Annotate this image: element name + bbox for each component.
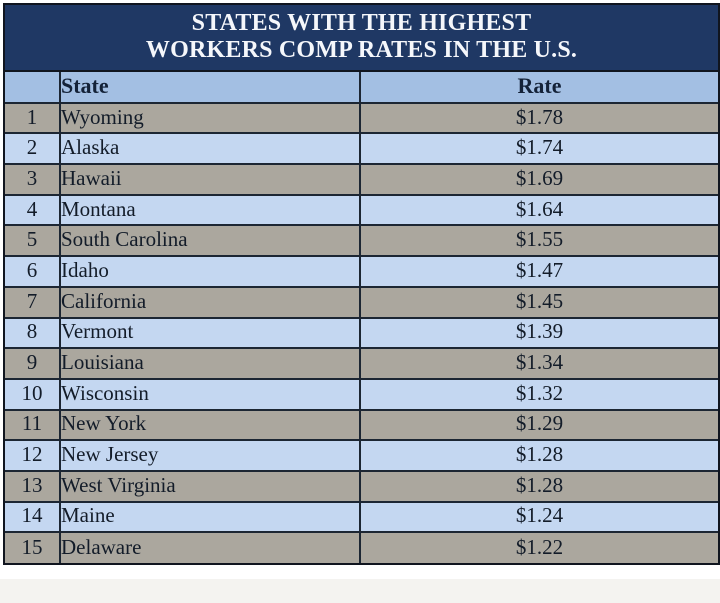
rank-cell: 11 xyxy=(5,408,61,442)
table-row: 12 New Jersey $1.28 xyxy=(5,439,718,472)
rank-cell: 7 xyxy=(5,285,61,319)
table-row: 10 Wisconsin $1.32 xyxy=(5,377,718,411)
rate-cell: $1.34 xyxy=(359,347,718,380)
table-title-line-2: WORKERS COMP RATES IN THE U.S. xyxy=(145,37,578,63)
table-row: 4 Montana $1.64 xyxy=(5,193,718,227)
state-cell: Wisconsin xyxy=(59,377,361,411)
state-column-header: State xyxy=(59,72,361,104)
state-cell: Alaska xyxy=(59,132,361,166)
rank-cell: 15 xyxy=(5,531,61,563)
table-row: 2 Alaska $1.74 xyxy=(5,132,718,166)
rate-cell: $1.69 xyxy=(359,163,718,196)
table-row: 1 Wyoming $1.78 xyxy=(5,101,718,135)
state-cell: Maine xyxy=(59,500,361,534)
state-cell: Louisiana xyxy=(59,347,361,380)
rank-cell: 5 xyxy=(5,224,61,258)
rate-cell: $1.47 xyxy=(359,255,718,288)
rate-cell: $1.32 xyxy=(359,377,718,411)
rate-cell: $1.78 xyxy=(359,101,718,135)
workers-comp-table: STATES WITH THE HIGHEST WORKERS COMP RAT… xyxy=(3,3,720,565)
table-body: 1 Wyoming $1.78 2 Alaska $1.74 3 Hawaii $1.69 4 Mo… xyxy=(5,101,718,563)
table-row: 9 Louisiana $1.34 xyxy=(5,347,718,380)
rate-cell: $1.64 xyxy=(359,193,718,227)
state-cell: Wyoming xyxy=(59,101,361,135)
state-cell: West Virginia xyxy=(59,469,361,503)
table-title: STATES WITH THE HIGHEST WORKERS COMP RAT… xyxy=(5,5,718,72)
rate-cell: $1.22 xyxy=(359,531,718,563)
rank-cell: 14 xyxy=(5,500,61,534)
state-cell: South Carolina xyxy=(59,224,361,258)
rank-cell: 3 xyxy=(5,163,61,196)
table-row: 6 Idaho $1.47 xyxy=(5,255,718,288)
rank-cell: 10 xyxy=(5,377,61,411)
table-row: 15 Delaware $1.22 xyxy=(5,531,718,563)
state-cell: New York xyxy=(59,408,361,442)
rate-cell: $1.74 xyxy=(359,132,718,166)
rate-cell: $1.39 xyxy=(359,316,718,350)
rank-cell: 9 xyxy=(5,347,61,380)
state-cell: Hawaii xyxy=(59,163,361,196)
table-header-row: State Rate xyxy=(5,72,718,104)
table-row: 11 New York $1.29 xyxy=(5,408,718,442)
table-row: 8 Vermont $1.39 xyxy=(5,316,718,350)
rates-table: State Rate 1 Wyoming $1.78 2 Alaska $1.74 3 Haw… xyxy=(5,72,718,563)
state-cell: New Jersey xyxy=(59,439,361,472)
table-row: 7 California $1.45 xyxy=(5,285,718,319)
rank-cell: 4 xyxy=(5,193,61,227)
table-title-line-1: STATES WITH THE HIGHEST xyxy=(191,10,532,36)
rank-cell: 13 xyxy=(5,469,61,503)
rate-cell: $1.45 xyxy=(359,285,718,319)
table-row: 5 South Carolina $1.55 xyxy=(5,224,718,258)
rank-cell: 8 xyxy=(5,316,61,350)
rate-cell: $1.29 xyxy=(359,408,718,442)
rank-cell: 2 xyxy=(5,132,61,166)
state-cell: California xyxy=(59,285,361,319)
rate-cell: $1.55 xyxy=(359,224,718,258)
table-row: 13 West Virginia $1.28 xyxy=(5,469,718,503)
table-row: 3 Hawaii $1.69 xyxy=(5,163,718,196)
rank-cell: 1 xyxy=(5,101,61,135)
rate-cell: $1.24 xyxy=(359,500,718,534)
rank-cell: 6 xyxy=(5,255,61,288)
state-cell: Delaware xyxy=(59,531,361,563)
rate-column-header: Rate xyxy=(359,72,718,104)
table-row: 14 Maine $1.24 xyxy=(5,500,718,534)
rate-cell: $1.28 xyxy=(359,469,718,503)
rate-cell: $1.28 xyxy=(359,439,718,472)
rank-column-header xyxy=(5,72,61,104)
state-cell: Idaho xyxy=(59,255,361,288)
state-cell: Vermont xyxy=(59,316,361,350)
rank-cell: 12 xyxy=(5,439,61,472)
state-cell: Montana xyxy=(59,193,361,227)
